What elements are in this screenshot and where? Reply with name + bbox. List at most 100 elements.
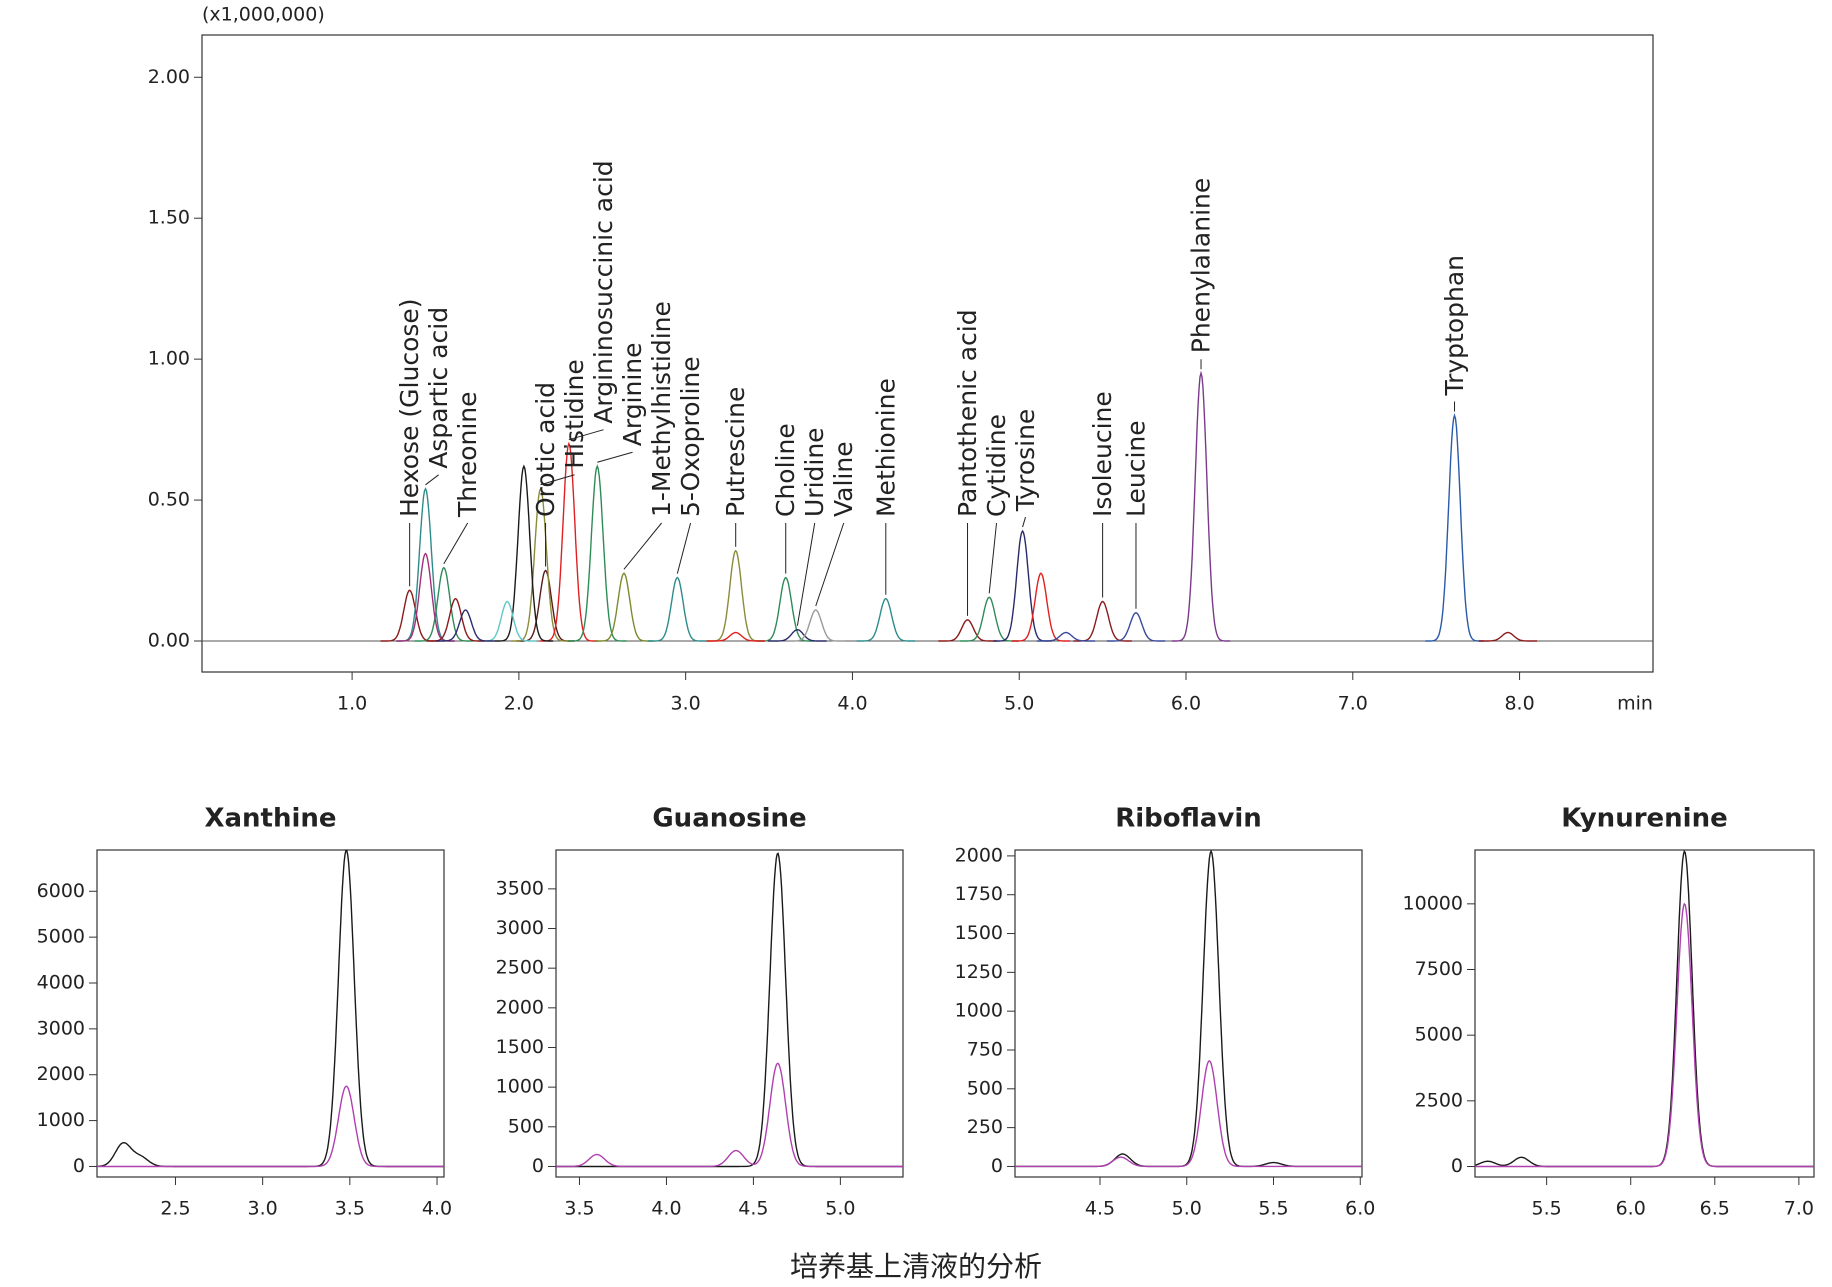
x-tick-label: 1.0 bbox=[337, 693, 367, 715]
x-tick-label: 6.0 bbox=[1171, 693, 1201, 715]
y-tick-label: 2500 bbox=[496, 957, 544, 979]
peak-label: Valine bbox=[829, 441, 858, 517]
y-tick-label: 3000 bbox=[37, 1017, 85, 1039]
leader-line bbox=[443, 522, 469, 564]
peak bbox=[516, 569, 575, 642]
peak bbox=[380, 589, 439, 642]
x-tick-label: 4.0 bbox=[422, 1198, 452, 1220]
y-tick-label: 2000 bbox=[37, 1063, 85, 1085]
leader-line bbox=[623, 522, 662, 570]
trace bbox=[1015, 1060, 1362, 1168]
peak bbox=[1171, 370, 1231, 642]
leader-line bbox=[1022, 516, 1027, 528]
leader-line bbox=[796, 522, 816, 626]
peak bbox=[494, 464, 554, 642]
peak bbox=[960, 596, 1019, 642]
peak-label: Argininosuccinic acid bbox=[589, 160, 618, 423]
peak-label: Methionine bbox=[871, 378, 900, 517]
x-tick-label: 4.0 bbox=[651, 1198, 681, 1220]
plot-frame bbox=[1474, 849, 1815, 1178]
peak-label: Leucine bbox=[1121, 420, 1150, 517]
plot-frame bbox=[96, 849, 445, 1178]
x-tick-label: 2.5 bbox=[160, 1198, 190, 1220]
peak bbox=[436, 609, 495, 642]
y-tick-label: 5000 bbox=[37, 926, 85, 948]
y-tick-label: 5000 bbox=[1415, 1024, 1463, 1046]
x-tick-label: 2.0 bbox=[504, 693, 534, 715]
leader-line bbox=[568, 429, 604, 441]
leader-line bbox=[540, 474, 575, 486]
y-tick-label: 0 bbox=[532, 1155, 544, 1177]
x-tick-label: 5.0 bbox=[825, 1198, 855, 1220]
x-tick-label: 3.5 bbox=[335, 1198, 365, 1220]
peak-label: Arginine bbox=[618, 342, 647, 446]
y-tick-label: 3500 bbox=[496, 877, 544, 899]
x-tick-label: 6.5 bbox=[1700, 1198, 1730, 1220]
y-tick-label: 1750 bbox=[955, 883, 1003, 905]
y-tick-label: 1500 bbox=[496, 1036, 544, 1058]
y-tick-label: 2000 bbox=[955, 844, 1003, 866]
x-tick-label: 5.0 bbox=[1172, 1198, 1202, 1220]
peak bbox=[478, 600, 537, 642]
peak-label: Hexose (Glucose) bbox=[395, 298, 424, 517]
peak bbox=[1106, 612, 1166, 642]
x-tick-label: 6.0 bbox=[1616, 1198, 1646, 1220]
peak bbox=[568, 464, 627, 642]
x-tick-label: 5.5 bbox=[1532, 1198, 1562, 1220]
trace bbox=[97, 1085, 444, 1168]
y-tick-label: 10000 bbox=[1403, 892, 1463, 914]
y-tick-label: 1000 bbox=[37, 1109, 85, 1131]
peak-label: Orotic acid bbox=[531, 382, 560, 517]
y-tick-label: 250 bbox=[967, 1116, 1003, 1138]
x-tick-label: 7.0 bbox=[1784, 1198, 1814, 1220]
chart-title: Kynurenine bbox=[1561, 804, 1727, 834]
peak bbox=[1011, 572, 1071, 642]
x-tick-label: 4.5 bbox=[1085, 1198, 1115, 1220]
plot-frame bbox=[201, 34, 1654, 673]
peak-label: Threonine bbox=[453, 391, 482, 518]
peak bbox=[938, 619, 997, 642]
peak bbox=[594, 572, 654, 642]
peak-label: 1-Methylhistidine bbox=[647, 301, 676, 517]
peak bbox=[1478, 631, 1538, 642]
y-tick-label: 0 bbox=[1451, 1155, 1463, 1177]
peak bbox=[1036, 631, 1096, 642]
plot-frame bbox=[555, 849, 904, 1178]
peak bbox=[511, 487, 570, 642]
y-tick-label: 7500 bbox=[1415, 958, 1463, 980]
peak bbox=[768, 628, 827, 642]
leader-line bbox=[425, 474, 439, 486]
peak-label: Uridine bbox=[800, 427, 829, 517]
y-tick-label: 500 bbox=[508, 1115, 544, 1137]
peak bbox=[426, 597, 485, 642]
y-tick-label: 2.00 bbox=[148, 66, 190, 88]
y-multiplier: (x1,000,000) bbox=[202, 4, 325, 26]
peak-label: Choline bbox=[771, 423, 800, 517]
y-tick-label: 4000 bbox=[37, 972, 85, 994]
peak bbox=[648, 576, 707, 642]
trace bbox=[1474, 849, 1814, 1168]
x-tick-label: 3.0 bbox=[248, 1198, 278, 1220]
peak bbox=[786, 609, 845, 642]
peak-label: 5-Oxoproline bbox=[676, 356, 705, 517]
x-tick-label: 4.0 bbox=[837, 693, 867, 715]
y-tick-label: 0.50 bbox=[148, 489, 190, 511]
y-tick-label: 2000 bbox=[496, 996, 544, 1018]
x-tick-label: 3.0 bbox=[671, 693, 701, 715]
x-unit: min bbox=[1617, 693, 1653, 715]
x-tick-label: 7.0 bbox=[1338, 693, 1368, 715]
y-tick-label: 1250 bbox=[955, 961, 1003, 983]
y-tick-label: 3000 bbox=[496, 917, 544, 939]
peak-label: Histidine bbox=[560, 359, 589, 469]
peak-label: Tryptophan bbox=[1440, 255, 1469, 397]
y-tick-label: 750 bbox=[967, 1038, 1003, 1060]
peak bbox=[414, 566, 473, 642]
y-tick-label: 0 bbox=[73, 1155, 85, 1177]
y-tick-label: 1000 bbox=[496, 1076, 544, 1098]
chart-title: Riboflavin bbox=[1115, 804, 1262, 834]
peak bbox=[1425, 413, 1484, 642]
leader-line bbox=[815, 522, 845, 607]
peak-label: Cytidine bbox=[982, 414, 1011, 517]
